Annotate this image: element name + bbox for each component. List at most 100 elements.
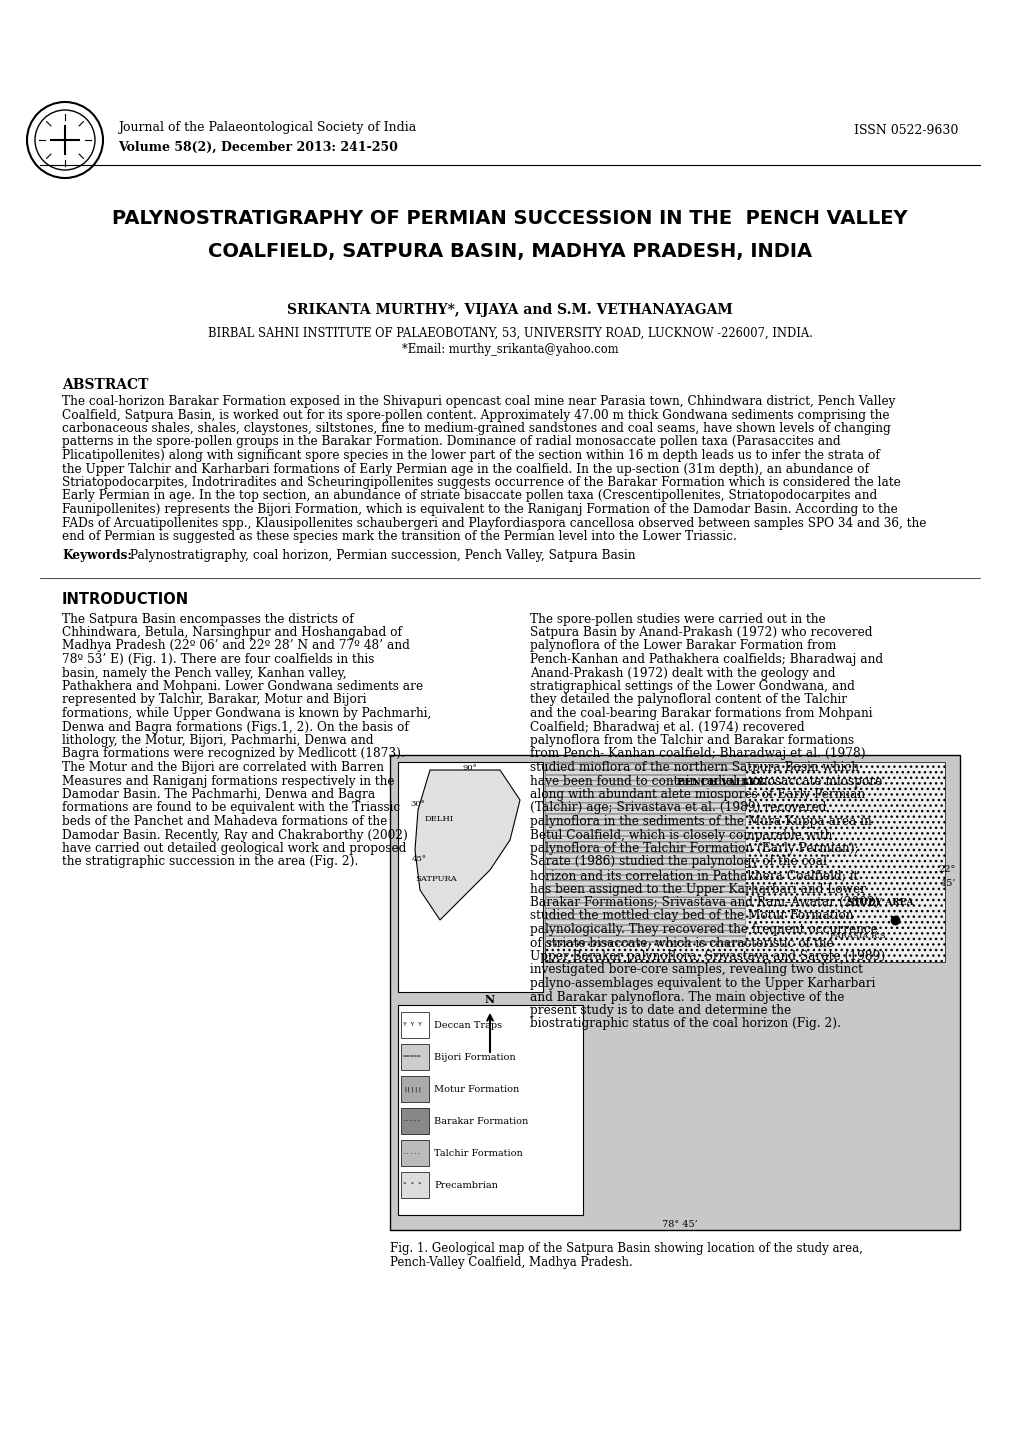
Text: patterns in the spore-pollen groups in the Barakar Formation. Dominance of radia: patterns in the spore-pollen groups in t… [62, 436, 840, 449]
Text: Plicatipollenites) along with significant spore species in the lower part of the: Plicatipollenites) along with significan… [62, 449, 879, 462]
Text: palynoflora from the Talchir and Barakar formations: palynoflora from the Talchir and Barakar… [530, 734, 853, 747]
Text: beds of the Panchet and Mahadeva formations of the: beds of the Panchet and Mahadeva formati… [62, 815, 387, 828]
FancyBboxPatch shape [544, 762, 744, 942]
FancyBboxPatch shape [400, 1172, 429, 1198]
Text: of striate bisaccate, which is characteristic of the: of striate bisaccate, which is character… [530, 937, 833, 949]
Text: the stratigraphic succession in the area (Fig. 2).: the stratigraphic succession in the area… [62, 856, 358, 869]
Text: palynoflora of the Talchir Formation (Early Permian);: palynoflora of the Talchir Formation (Ea… [530, 843, 858, 856]
Text: the Upper Talchir and Karharbari formations of Early Permian age in the coalfiel: the Upper Talchir and Karharbari formati… [62, 463, 868, 476]
Text: Upper Barakar palynoflora; Srivastava and Sarate (1989): Upper Barakar palynoflora; Srivastava an… [530, 949, 884, 962]
Text: Pathakhera and Mohpani. Lower Gondwana sediments are: Pathakhera and Mohpani. Lower Gondwana s… [62, 680, 423, 693]
Text: palyno-assemblages equivalent to the Upper Karharbari: palyno-assemblages equivalent to the Upp… [530, 977, 874, 990]
Text: BIRBAL SAHNI INSTITUTE OF PALAEOBOTANY, 53, UNIVERSITY ROAD, LUCKNOW -226007, IN: BIRBAL SAHNI INSTITUTE OF PALAEOBOTANY, … [207, 326, 812, 339]
Text: PALYNOSTRATIGRAPHY OF PERMIAN SUCCESSION IN THE  PENCH VALLEY: PALYNOSTRATIGRAPHY OF PERMIAN SUCCESSION… [112, 208, 907, 228]
Text: Bagra formations were recognized by Medlicott (1873).: Bagra formations were recognized by Medl… [62, 747, 405, 760]
Text: INTRODUCTION: INTRODUCTION [62, 593, 189, 608]
Text: PENCH VALLEY: PENCH VALLEY [676, 778, 762, 786]
Text: 78° 45’: 78° 45’ [661, 1219, 697, 1229]
Text: they detailed the palynofloral content of the Talchir: they detailed the palynofloral content o… [530, 694, 847, 707]
FancyBboxPatch shape [397, 1004, 583, 1215]
Text: N: N [484, 994, 494, 1004]
Text: and Barakar palynoflora. The main objective of the: and Barakar palynoflora. The main object… [530, 990, 844, 1003]
Text: Measures and Raniganj formations respectively in the: Measures and Raniganj formations respect… [62, 775, 394, 788]
Text: Bijori Formation: Bijori Formation [433, 1052, 516, 1062]
Text: Talchir Formation: Talchir Formation [433, 1149, 523, 1157]
FancyBboxPatch shape [400, 1043, 429, 1071]
Text: .....: ..... [403, 1150, 421, 1156]
Text: stratigraphical settings of the Lower Gondwana, and: stratigraphical settings of the Lower Go… [530, 680, 854, 693]
Text: STUDY AREA: STUDY AREA [846, 898, 912, 908]
Text: PARASIA R.S: PARASIA R.S [829, 932, 884, 939]
Text: SATPURA: SATPURA [415, 874, 457, 883]
Text: Deccan Traps: Deccan Traps [433, 1020, 501, 1029]
Text: The spore-pollen studies were carried out in the: The spore-pollen studies were carried ou… [530, 612, 824, 625]
Text: 22°: 22° [937, 866, 955, 874]
FancyBboxPatch shape [397, 762, 542, 991]
Text: lithology, the Motur, Bijori, Pachmarhi, Denwa and: lithology, the Motur, Bijori, Pachmarhi,… [62, 734, 373, 747]
Text: Precambrian: Precambrian [433, 1180, 497, 1189]
Text: The Motur and the Bijori are correlated with Barren: The Motur and the Bijori are correlated … [62, 760, 383, 773]
Text: =====: ===== [403, 1055, 421, 1059]
Text: Volume 58(2), December 2013: 241-250: Volume 58(2), December 2013: 241-250 [118, 140, 397, 153]
Text: The coal-horizon Barakar Formation exposed in the Shivapuri opencast coal mine n: The coal-horizon Barakar Formation expos… [62, 395, 895, 408]
Text: Sarate (1986) studied the palynology of the coal: Sarate (1986) studied the palynology of … [530, 856, 826, 869]
Text: Striatopodocarpites, Indotriradites and Scheuringipollenites suggests occurrence: Striatopodocarpites, Indotriradites and … [62, 476, 900, 489]
Text: Palynostratigraphy, coal horizon, Permian succession, Pench Valley, Satpura Basi: Palynostratigraphy, coal horizon, Permia… [126, 550, 635, 563]
Text: studied mioflora of the northern Satpura Basin which: studied mioflora of the northern Satpura… [530, 760, 858, 773]
Text: have been found to contain radial monosaccate miospore: have been found to contain radial monosa… [530, 775, 881, 788]
Text: SRIKANTA MURTHY*, VIJAYA and S.M. VETHANAYAGAM: SRIKANTA MURTHY*, VIJAYA and S.M. VETHAN… [286, 303, 733, 317]
Text: Satpura Basin by Anand-Prakash (1972) who recovered: Satpura Basin by Anand-Prakash (1972) wh… [530, 626, 871, 639]
FancyBboxPatch shape [400, 1012, 429, 1038]
Polygon shape [415, 771, 520, 921]
Text: Betul Coalfield, which is closely comparable with: Betul Coalfield, which is closely compar… [530, 828, 832, 841]
Text: horizon and its correlation in Pathakhera Coalfield; it: horizon and its correlation in Pathakher… [530, 869, 857, 882]
Text: basin, namely the Pench valley, Kanhan valley,: basin, namely the Pench valley, Kanhan v… [62, 667, 346, 680]
Text: and the coal-bearing Barakar formations from Mohpani: and the coal-bearing Barakar formations … [530, 707, 871, 720]
Text: Early Permian in age. In the top section, an abundance of striate bisaccate poll: Early Permian in age. In the top section… [62, 489, 876, 502]
Text: 30°: 30° [410, 799, 424, 808]
Text: palynoflora in the sediments of the Mura-Kuppa area in: palynoflora in the sediments of the Mura… [530, 815, 871, 828]
Text: (Talchir) age; Srivastava et al. (1989) recovered: (Talchir) age; Srivastava et al. (1989) … [530, 801, 825, 814]
Text: studied the mottled clay bed of the Motur Formation: studied the mottled clay bed of the Motu… [530, 909, 853, 922]
Text: Damodar Basin. Recently, Ray and Chakraborthy (2002): Damodar Basin. Recently, Ray and Chakrab… [62, 828, 408, 841]
Text: palynoflora of the Lower Barakar Formation from: palynoflora of the Lower Barakar Formati… [530, 639, 836, 652]
FancyBboxPatch shape [544, 762, 944, 962]
Text: Madhya Pradesh (22º 06’ and 22º 28’ N and 77º 48’ and: Madhya Pradesh (22º 06’ and 22º 28’ N an… [62, 639, 410, 652]
Text: *Email: murthy_srikanta@yahoo.com: *Email: murthy_srikanta@yahoo.com [401, 343, 618, 356]
Text: * * *: * * * [403, 1182, 421, 1188]
Text: Motur Formation: Motur Formation [433, 1085, 519, 1094]
Text: Barakar Formation: Barakar Formation [433, 1117, 528, 1126]
Text: -----: ----- [403, 1118, 421, 1124]
Text: present study is to date and determine the: present study is to date and determine t… [530, 1004, 791, 1017]
Text: Faunipollenites) represents the Bijori Formation, which is equivalent to the Ran: Faunipollenites) represents the Bijori F… [62, 504, 897, 517]
Text: end of Permian is suggested as these species mark the transition of the Permian : end of Permian is suggested as these spe… [62, 530, 736, 543]
Text: 78º 53’ E) (Fig. 1). There are four coalfields in this: 78º 53’ E) (Fig. 1). There are four coal… [62, 654, 374, 667]
Text: Chhindwara, Betula, Narsinghpur and Hoshangabad of: Chhindwara, Betula, Narsinghpur and Hosh… [62, 626, 401, 639]
Text: 15’: 15’ [940, 879, 955, 887]
Text: DELHI: DELHI [425, 815, 453, 823]
Text: 45°: 45° [412, 856, 427, 863]
Text: carbonaceous shales, shales, claystones, siltstones, fine to medium-grained sand: carbonaceous shales, shales, claystones,… [62, 421, 890, 434]
Text: investigated bore-core samples, revealing two distinct: investigated bore-core samples, revealin… [530, 964, 862, 977]
FancyBboxPatch shape [400, 1076, 429, 1102]
Text: ABSTRACT: ABSTRACT [62, 378, 148, 392]
Text: Pench-Kanhan and Pathakhera coalfields; Bharadwaj and: Pench-Kanhan and Pathakhera coalfields; … [530, 654, 882, 667]
Text: Y Y Y: Y Y Y [403, 1023, 421, 1027]
Text: Coalfield, Satpura Basin, is worked out for its spore-pollen content. Approximat: Coalfield, Satpura Basin, is worked out … [62, 408, 889, 421]
Text: Pench-Valley Coalfield, Madhya Pradesh.: Pench-Valley Coalfield, Madhya Pradesh. [389, 1255, 632, 1268]
Text: has been assigned to the Upper Karharbari and Lower: has been assigned to the Upper Karharbar… [530, 883, 865, 896]
FancyBboxPatch shape [400, 1140, 429, 1166]
FancyBboxPatch shape [389, 755, 959, 1229]
Text: Denwa and Bagra formations (Figs.1, 2). On the basis of: Denwa and Bagra formations (Figs.1, 2). … [62, 720, 409, 733]
Text: from Pench- Kanhan coalfield; Bharadwaj et al. (1978): from Pench- Kanhan coalfield; Bharadwaj … [530, 747, 865, 760]
Text: The Satpura Basin encompasses the districts of: The Satpura Basin encompasses the distri… [62, 612, 354, 625]
Text: biostratigraphic status of the coal horizon (Fig. 2).: biostratigraphic status of the coal hori… [530, 1017, 841, 1030]
Text: Fig. 1. Geological map of the Satpura Basin showing location of the study area,: Fig. 1. Geological map of the Satpura Ba… [389, 1242, 862, 1255]
Text: |||||: ||||| [403, 1087, 421, 1092]
FancyBboxPatch shape [400, 1108, 429, 1134]
Text: Coalfield; Bharadwaj et al. (1974) recovered: Coalfield; Bharadwaj et al. (1974) recov… [530, 720, 804, 733]
Text: palynologically. They recovered the frequent occurrence: palynologically. They recovered the freq… [530, 924, 877, 937]
Text: along with abundant alete miospores of Early Permian: along with abundant alete miospores of E… [530, 788, 864, 801]
Text: formations are found to be equivalent with the Triassic: formations are found to be equivalent wi… [62, 801, 399, 814]
Text: formations, while Upper Gondwana is known by Pachmarhi,: formations, while Upper Gondwana is know… [62, 707, 431, 720]
